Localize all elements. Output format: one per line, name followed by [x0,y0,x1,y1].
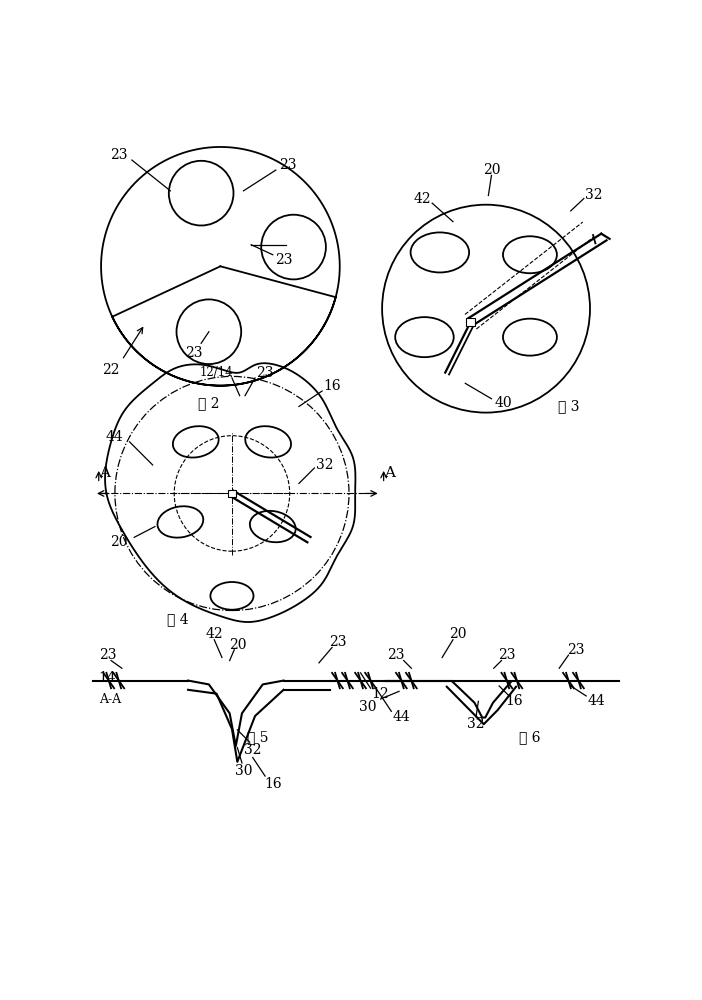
Text: 23: 23 [329,635,346,649]
Text: 30: 30 [359,700,377,714]
Text: 23: 23 [99,648,117,662]
Text: 图 6: 图 6 [519,731,541,745]
Text: 12: 12 [372,687,390,701]
Text: 16: 16 [264,777,282,791]
Text: 42: 42 [413,192,431,206]
Text: 30: 30 [234,764,252,778]
Text: 42: 42 [206,627,223,641]
Text: 44: 44 [105,430,123,444]
Text: 23: 23 [110,148,128,162]
Text: 20: 20 [110,535,128,549]
Text: 20: 20 [229,638,246,652]
Text: 23: 23 [567,643,585,657]
Text: 16: 16 [505,694,524,708]
Polygon shape [228,490,236,497]
Text: 23: 23 [256,366,274,380]
Text: 40: 40 [495,396,512,410]
Text: 20: 20 [449,627,466,641]
Text: 44: 44 [588,694,605,708]
Text: 20: 20 [483,163,501,177]
Text: 图 2: 图 2 [198,396,220,410]
Text: 图 5: 图 5 [246,731,268,745]
Text: 32: 32 [244,743,262,757]
Text: 图 4: 图 4 [167,612,189,626]
Text: 23: 23 [279,158,297,172]
Text: 23: 23 [185,346,202,360]
Text: 图 3: 图 3 [557,399,579,413]
Text: 44: 44 [392,710,410,724]
Polygon shape [466,318,475,326]
Text: 14: 14 [99,671,117,685]
Text: A-A: A-A [99,693,121,706]
Text: 32: 32 [585,188,602,202]
Text: 12/14: 12/14 [200,366,233,379]
Text: 23: 23 [274,253,292,267]
Text: 16: 16 [323,379,341,393]
Text: 23: 23 [388,648,405,662]
Text: A: A [384,466,395,480]
Text: 23: 23 [498,648,515,662]
Text: 32: 32 [468,717,485,731]
Text: A: A [99,466,110,480]
Text: 32: 32 [316,458,333,472]
Text: 22: 22 [102,363,120,377]
